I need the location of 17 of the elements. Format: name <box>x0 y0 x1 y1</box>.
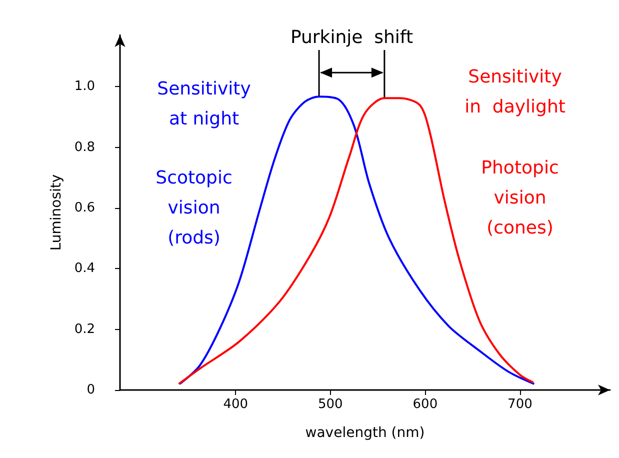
annotation: Photopic vision (cones) <box>481 158 559 238</box>
x-tick-label: 400 <box>223 397 248 412</box>
y-tick-label: 0 <box>86 382 95 398</box>
x-axis-title: wavelength (nm) <box>305 425 425 441</box>
x-tick-label: 600 <box>412 397 438 412</box>
annotation: Sensitivity in daylight <box>464 66 566 118</box>
y-tick-label: 0.4 <box>74 261 95 276</box>
annotation: Purkinje shift <box>290 27 414 48</box>
annotation: Scotopic vision (rods) <box>156 168 232 248</box>
y-tick-label: 0.2 <box>74 322 95 337</box>
y-axis-title: Luminosity <box>48 174 64 251</box>
y-tick-label: 1.0 <box>74 79 95 94</box>
annotation: Sensitivity at night <box>157 78 252 130</box>
y-tick-label: 0.8 <box>74 140 95 155</box>
x-tick-label: 500 <box>318 397 343 412</box>
x-tick-label: 700 <box>508 397 532 412</box>
y-tick-label: 0.6 <box>74 200 95 216</box>
